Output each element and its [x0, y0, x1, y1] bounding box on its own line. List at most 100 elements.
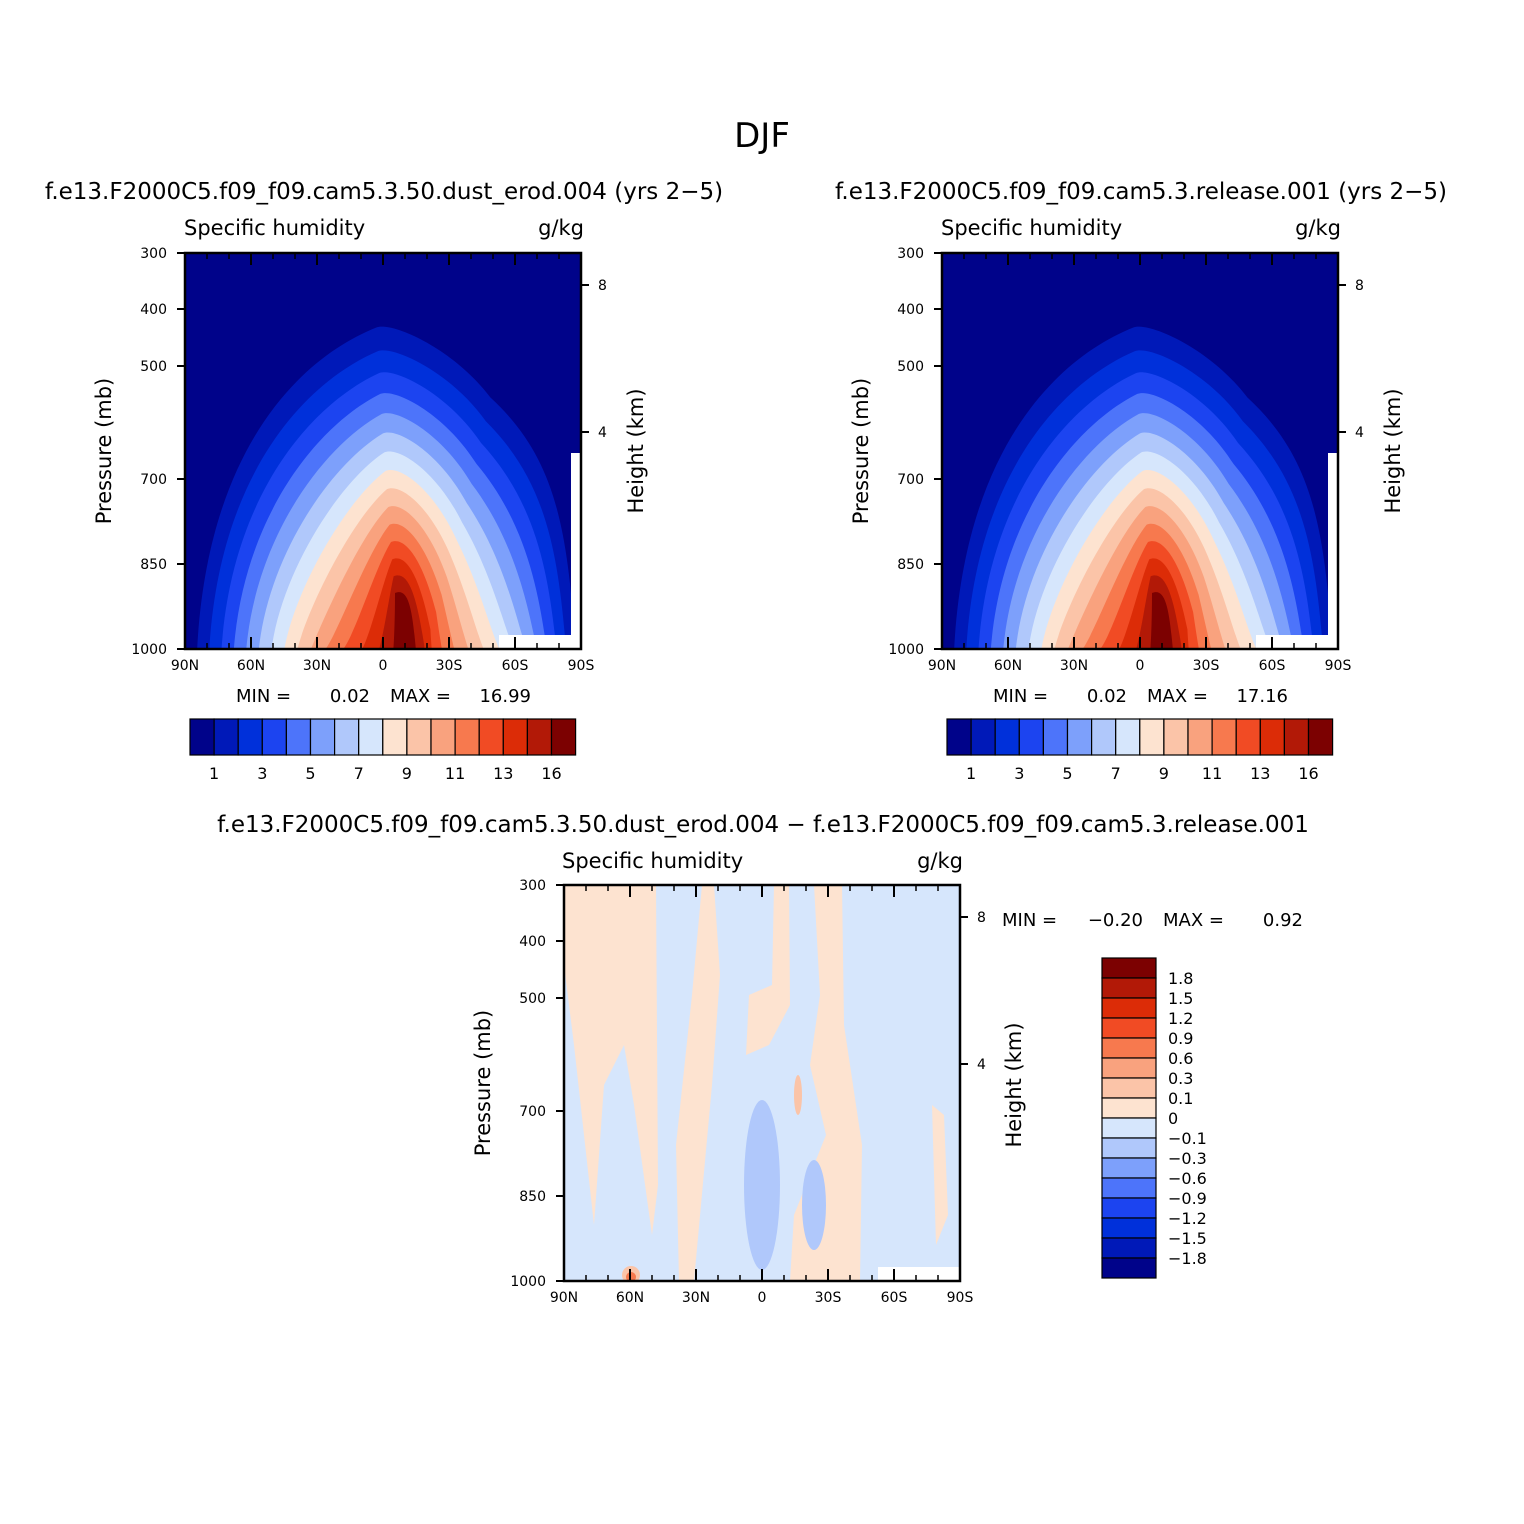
colorbar-swatch: [1042, 718, 1069, 756]
colorbar: 1 3 5 7 9 11 13 16: [946, 718, 1334, 783]
x-tick-label: 30S: [1193, 658, 1220, 674]
colorbar-swatch: [1211, 718, 1237, 756]
x-tick-label: 30S: [815, 1290, 842, 1306]
min-label: MIN =: [993, 686, 1048, 707]
units-label: g/kg: [1295, 216, 1341, 240]
contour-level: [746, 885, 790, 1055]
colorbar-label: 9: [1159, 764, 1169, 783]
missing-data: [1256, 635, 1338, 649]
contour-field: [564, 885, 960, 1281]
colorbar-swatch: [237, 718, 263, 756]
colorbar-label: 9: [402, 764, 412, 783]
x-tick-label: 90S: [568, 658, 595, 674]
max-value: 17.16: [1236, 686, 1288, 707]
min-value: −0.20: [1088, 910, 1143, 931]
colorbar-swatch: [1187, 718, 1213, 756]
y-axis-label: Pressure (mb): [849, 378, 873, 525]
x-tick-label: 90S: [947, 1290, 974, 1306]
figure-title: DJF: [734, 116, 790, 156]
y-right-tick-label: 8: [977, 910, 986, 926]
colorbar-label: −0.6: [1168, 1169, 1207, 1188]
axes: 90N 60N 30N 0 30S 60S 90S 300 400 500 700 850 1000 8 4: [510, 878, 986, 1306]
colorbar-label: 5: [305, 764, 315, 783]
y-axis-label: Pressure (mb): [92, 378, 116, 525]
variable-label: Specific humidity: [941, 216, 1122, 240]
colorbar-swatch: [1101, 1197, 1157, 1219]
contour-level: [744, 1100, 780, 1270]
contour-level: [564, 885, 658, 1235]
colorbar-swatch: [358, 718, 384, 756]
missing-data: [499, 635, 581, 649]
panel-title: f.e13.F2000C5.f09_f09.cam5.3.release.001…: [835, 179, 1447, 205]
colorbar: 1 3 5 7 9 11 13 16: [189, 718, 577, 783]
contour-field: [185, 253, 581, 649]
min-value: 0.02: [1087, 686, 1127, 707]
panel-dust-erod: f.e13.F2000C5.f09_f09.cam5.3.50.dust_ero…: [45, 179, 723, 783]
x-tick-label: 90N: [550, 1290, 578, 1306]
colorbar-swatch: [1307, 718, 1334, 756]
contour-level: [802, 1160, 826, 1250]
colorbar-swatch: [382, 718, 408, 756]
colorbar-swatch: [1101, 1117, 1157, 1139]
max-value: 16.99: [479, 686, 531, 707]
y-tick-label: 400: [140, 302, 167, 318]
min-label: MIN =: [236, 686, 291, 707]
y-tick-label: 700: [140, 472, 167, 488]
colorbar-label: 13: [493, 764, 513, 783]
x-tick-label: 60S: [1259, 658, 1286, 674]
colorbar-swatch: [526, 718, 553, 756]
max-value: 0.92: [1263, 910, 1303, 931]
colorbar-swatch: [1163, 718, 1189, 756]
colorbar-swatch: [430, 718, 456, 756]
colorbar-swatch: [1115, 718, 1141, 756]
x-tick-label: 0: [379, 658, 388, 674]
colorbar-swatch: [970, 718, 996, 756]
colorbar-swatch: [1101, 1137, 1157, 1159]
x-tick-label: 30N: [1060, 658, 1088, 674]
missing-data: [571, 453, 581, 643]
x-tick-label: 60N: [994, 658, 1022, 674]
colorbar-label: 0.3: [1168, 1069, 1193, 1088]
colorbar-swatch: [994, 718, 1020, 756]
colorbar-swatch: [1101, 1177, 1157, 1199]
colorbar-swatch: [1101, 1217, 1157, 1239]
colorbar-swatch: [1066, 718, 1093, 756]
colorbar-label: 1.5: [1168, 989, 1193, 1008]
y-tick-label: 850: [519, 1189, 546, 1205]
colorbar-label: 0.6: [1168, 1049, 1193, 1068]
colorbar-label: 11: [445, 764, 465, 783]
colorbar-label: 7: [1111, 764, 1121, 783]
y-tick-label: 700: [897, 472, 924, 488]
colorbar-label: 11: [1202, 764, 1222, 783]
colorbar-label: 16: [1298, 764, 1318, 783]
colorbar-swatch: [1101, 1157, 1157, 1179]
colorbar-swatch: [309, 718, 336, 756]
missing-data: [878, 1267, 960, 1281]
colorbar-swatch: [213, 718, 239, 756]
x-tick-label: 90N: [171, 658, 199, 674]
y-right-tick-label: 8: [598, 278, 607, 294]
colorbar-label: 1: [209, 764, 219, 783]
x-tick-label: 90S: [1325, 658, 1352, 674]
y-tick-label: 500: [519, 991, 546, 1007]
panel-title: f.e13.F2000C5.f09_f09.cam5.3.50.dust_ero…: [45, 179, 723, 205]
colorbar-label: 1: [966, 764, 976, 783]
axes: 90N 60N 30N 0 30S 60S 90S 300 400 500 700 850 1000 8 4: [888, 246, 1364, 674]
min-label: MIN =: [1002, 910, 1057, 931]
colorbar-swatch: [334, 718, 360, 756]
y-tick-label: 400: [519, 934, 546, 950]
colorbar-swatch: [1101, 957, 1157, 979]
y-right-tick-label: 4: [977, 1057, 986, 1073]
colorbar-label: 5: [1062, 764, 1072, 783]
y-tick-label: 700: [519, 1104, 546, 1120]
y-tick-label: 850: [140, 557, 167, 573]
y-right-axis-label: Height (km): [1002, 1022, 1026, 1147]
missing-data: [1328, 453, 1338, 643]
x-tick-label: 60S: [502, 658, 529, 674]
max-label: MAX =: [1163, 910, 1224, 931]
colorbar-label: 3: [257, 764, 267, 783]
colorbar-swatch: [550, 718, 577, 756]
max-label: MAX =: [390, 686, 451, 707]
colorbar-label: −0.3: [1168, 1149, 1207, 1168]
